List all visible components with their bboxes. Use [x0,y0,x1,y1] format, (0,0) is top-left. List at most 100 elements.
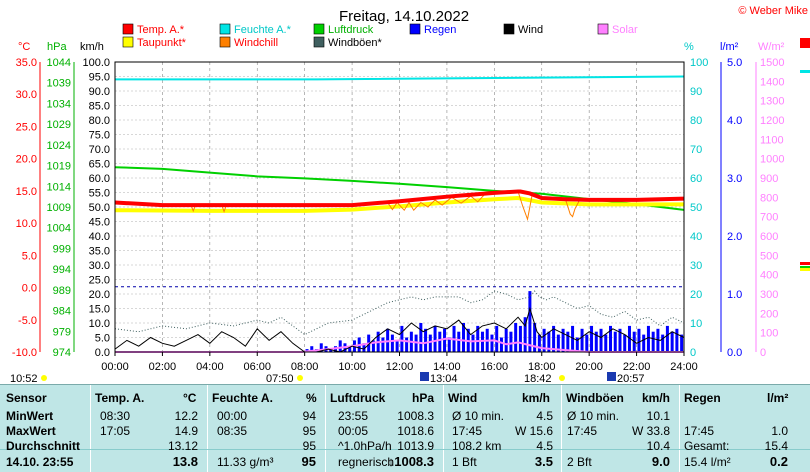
pct-axis-tick-label: 40 [690,231,702,243]
table-cell: 3.5 [534,454,553,469]
temp-axis-tick-label: 25.0 [16,121,37,133]
axes: 35.0 30.0 25.0 20.0 15.0 10.0 5.0 0.0 -5.0 -10.0 1… [12,57,785,373]
table-cell: 10.4 [646,439,670,453]
header-humidity-unit: % [306,391,317,405]
pct-axis-tick-label: 20 [690,289,702,301]
rain-bar [329,349,333,352]
rain-bar [665,325,669,352]
rain-bar [613,331,617,352]
header-rain: Regen [684,391,721,405]
kmh-axis-tick-label: 25.0 [89,275,110,287]
right-edge-marker [800,268,810,271]
table-cell: 00:05 [338,424,369,438]
pct-axis-tick-label: 90 [690,86,702,98]
sunrise-time: 07:50 [266,373,294,384]
table-cell: 1008.3 [397,409,434,423]
table-cell: 17:45 [684,424,715,438]
legend-swatch [122,23,134,35]
kmh-axis-tick-label: 5.0 [95,333,110,345]
kmh-axis-tick-label: 85.0 [89,101,110,113]
hpa-axis-tick-label: 974 [53,347,71,359]
rain-bar [580,328,584,352]
x-tick-label: 10:00 [338,361,366,373]
header-temp-unit: °C [183,391,197,405]
kmh-axis-tick-label: 10.0 [89,318,110,330]
rain-bar [495,325,499,352]
pct-axis-unit: % [684,41,694,53]
wm2-axis-tick-label: 1000 [760,154,784,166]
wm2-axis-tick-label: 700 [760,212,778,224]
rain-bar [371,340,375,352]
rain-bar [499,337,503,352]
lm2-axis-tick-label: 3.0 [727,173,742,185]
wm2-axis-tick-label: 1200 [760,115,784,127]
legend-label: Windchill [234,37,278,49]
rain-bar [405,337,409,352]
table-cell: W 33.8 [631,424,670,438]
moonrise-time: 13:04 [430,373,458,384]
legend: Temp. A.* Feuchte A.* Luftdruck Regen Wind So… [122,23,638,49]
x-tick-label: 08:00 [291,361,319,373]
kmh-axis-tick-label: 55.0 [89,188,110,200]
temp-axis-tick-label: 5.0 [22,250,37,262]
pct-axis-tick-label: 0 [690,347,696,359]
legend-swatch [409,23,421,35]
plot-area [114,61,685,353]
temp-axis-tick-label: 30.0 [16,89,37,101]
rain-bar [523,317,527,352]
x-tick-label: 18:00 [528,361,556,373]
hpa-axis-tick-label: 1004 [47,223,71,235]
hpa-axis-tick-label: 1034 [47,98,71,110]
kmh-axis-tick-label: 15.0 [89,304,110,316]
rain-bar [571,325,575,352]
wm2-axis-tick-label: 600 [760,231,778,243]
wind-line [114,306,685,353]
temperature-line [114,189,685,208]
kmh-axis-tick-label: 40.0 [89,231,110,243]
rain-bar [490,334,494,352]
right-edge-marker [800,266,810,268]
table-cell: 1 Bft [452,455,477,469]
table-cell: ↓1008.3 [387,454,434,469]
wm2-axis-tick-label: 0 [760,347,766,359]
rain-bar [604,334,608,352]
x-tick-label: 20:00 [575,361,603,373]
legend-label: Solar [612,24,638,36]
legend-label: Temp. A.* [137,24,185,36]
kmh-axis-tick-label: 60.0 [89,173,110,185]
wm2-axis-tick-label: 1100 [760,134,784,146]
rain-bar [504,328,508,352]
table-cell: 11.33 g/m³ [217,455,274,469]
hpa-axis-tick-label: 999 [53,243,71,255]
rain-bar [594,331,598,352]
wm2-axis-tick-label: 800 [760,192,778,204]
table-cell: 17:05 [100,424,131,438]
moonset-time: 20:57 [617,373,645,384]
table-cell: 95 [301,454,316,469]
table-cell: 1013.9 [397,439,434,453]
legend-swatch [219,23,231,35]
pct-axis-tick-label: 30 [690,260,702,272]
header-wind-unit: km/h [522,391,551,405]
lm2-axis-tick-label: 2.0 [727,231,742,243]
kmh-axis-tick-label: 100.0 [82,57,110,69]
hpa-axis-tick-label: 1014 [47,181,71,193]
table-cell: 15.4 l/m² [684,455,731,469]
table-cell: 13.8 [172,454,198,469]
legend-label: Feuchte A.* [234,24,292,36]
windchill-line [114,191,685,222]
x-tick-label: 24:00 [670,361,698,373]
header-gust-unit: km/h [642,391,671,405]
table-cell: Ø 10 min. [452,409,505,423]
header-gust: Windböen [566,391,624,405]
weather-chart: Freitag, 14.10.2022 © Weber Mike Temp. A… [10,5,810,384]
hpa-axis-tick-label: 989 [53,285,71,297]
row-label: MinWert [6,409,54,423]
pct-axis-tick-label: 10 [690,318,702,330]
gust-line [114,290,685,336]
sun-icon [41,375,47,381]
legend-label: Regen [424,24,456,36]
rain-bar [400,325,404,352]
table-cell: Gesamt: [684,439,730,453]
rain-bar [447,337,451,352]
